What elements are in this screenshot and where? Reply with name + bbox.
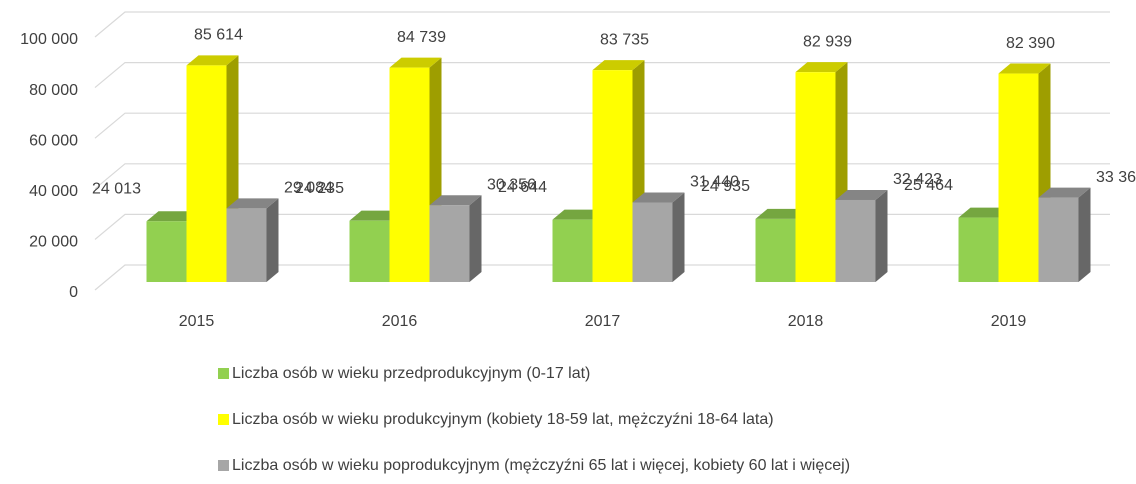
data-label: 31 440 <box>690 174 739 191</box>
bar-top <box>146 211 199 222</box>
grid-line <box>94 112 1110 139</box>
bar-side <box>875 189 888 282</box>
y-tick-label: 40 000 <box>29 183 78 200</box>
bar-top <box>755 208 808 219</box>
bar <box>958 217 999 282</box>
grid-line <box>94 62 1110 89</box>
data-label: 30 356 <box>487 176 536 193</box>
bar-side <box>266 198 279 282</box>
y-tick-label: 0 <box>69 284 78 301</box>
bar-top <box>226 198 279 209</box>
bar-side <box>1078 187 1091 282</box>
bar-top <box>795 62 848 73</box>
legend-label: Liczba osób w wieku poprodukcyjnym (mężc… <box>232 457 850 474</box>
bar-top <box>1038 187 1091 198</box>
legend-swatch <box>218 368 229 379</box>
x-tick-label: 2016 <box>382 313 418 330</box>
bar-top <box>998 63 1051 74</box>
bar-top <box>958 207 1011 218</box>
legend-label: Liczba osób w wieku produkcyjnym (kobiet… <box>232 411 774 428</box>
x-tick-label: 2019 <box>991 313 1027 330</box>
data-label: 83 735 <box>600 31 649 48</box>
bar <box>349 220 390 282</box>
x-tick-label: 2018 <box>788 313 824 330</box>
data-label: 84 739 <box>397 29 446 46</box>
x-tick-label: 2017 <box>585 313 621 330</box>
x-tick-label: 2015 <box>179 313 215 330</box>
bar-top <box>835 189 888 200</box>
legend-swatch <box>218 414 229 425</box>
data-label: 29 084 <box>284 180 333 197</box>
bar-side <box>469 195 482 282</box>
bar <box>835 199 876 282</box>
y-tick-label: 20 000 <box>29 234 78 251</box>
bar-top <box>349 210 402 221</box>
bar <box>998 73 1039 282</box>
grid-line <box>94 11 1110 38</box>
data-label: 24 235 <box>295 180 344 197</box>
y-tick-label: 60 000 <box>29 132 78 149</box>
data-label: 24 013 <box>92 180 141 197</box>
y-tick-label: 100 000 <box>20 31 78 48</box>
bar <box>429 205 470 282</box>
bar-top <box>632 192 685 203</box>
data-label: 32 423 <box>893 171 942 188</box>
bar-side <box>672 192 685 282</box>
bar <box>186 65 227 283</box>
y-tick-label: 80 000 <box>29 82 78 99</box>
data-label: 82 390 <box>1006 35 1055 52</box>
bar <box>389 67 430 283</box>
bar-top <box>186 55 239 66</box>
bar <box>632 202 673 282</box>
bar <box>552 219 593 282</box>
legend-swatch <box>218 460 229 471</box>
bar-top <box>592 60 645 71</box>
bar <box>146 221 187 282</box>
legend-label: Liczba osób w wieku przedprodukcyjnym (0… <box>232 365 590 382</box>
grid-line <box>94 163 1110 190</box>
bar <box>226 208 267 282</box>
data-label: 82 939 <box>803 33 852 50</box>
bar <box>755 218 796 282</box>
bar-top <box>389 57 442 68</box>
data-label: 24 935 <box>701 178 750 195</box>
bar-top <box>429 195 482 206</box>
bar <box>795 72 836 282</box>
data-label: 24 644 <box>498 179 547 196</box>
data-label: 25 464 <box>904 177 953 194</box>
bar-top <box>552 209 605 220</box>
bar <box>592 70 633 282</box>
data-label: 85 614 <box>194 27 243 44</box>
data-label: 33 368 <box>1096 169 1136 186</box>
bar <box>1038 197 1079 282</box>
